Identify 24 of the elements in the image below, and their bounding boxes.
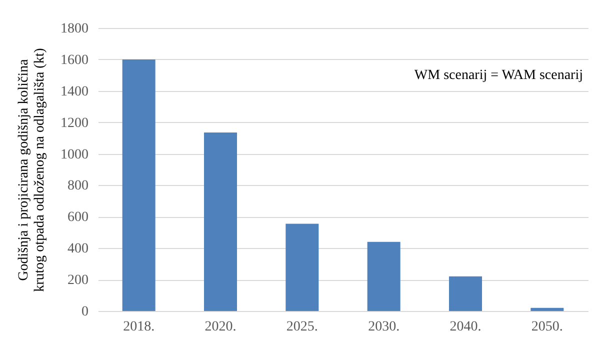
y-tick-label: 800 [68, 178, 88, 194]
bar [449, 276, 482, 311]
y-tick-label: 1600 [60, 52, 88, 68]
bar [286, 224, 319, 311]
annotation: WM scenarij = WAM scenarij [414, 68, 583, 83]
y-tick-label: 1800 [60, 22, 88, 36]
y-axis-title: Godišnja i projicirana godišnja količina krutog otpada odloženog na odlagališta (kt) [16, 48, 48, 292]
bar [367, 242, 400, 311]
x-tick-label: 2030. [368, 320, 400, 334]
x-tick-label: 2025. [286, 320, 318, 334]
x-tick-label: 2018. [123, 320, 155, 334]
x-tick-label: 2050. [531, 320, 563, 334]
bar [530, 308, 564, 311]
x-tick-label: 2020. [204, 320, 236, 334]
y-tick-label: 200 [68, 273, 88, 288]
bar [122, 59, 156, 311]
y-tick-label: 1200 [60, 116, 88, 131]
x-tick-label: 2040. [450, 320, 482, 334]
bar [204, 132, 237, 311]
y-tick-label: 600 [68, 210, 88, 226]
y-tick-label: 0 [82, 304, 88, 320]
y-tick-label: 1400 [60, 84, 88, 100]
y-tick-label: 1000 [60, 147, 88, 162]
y-tick-label: 400 [68, 242, 88, 257]
